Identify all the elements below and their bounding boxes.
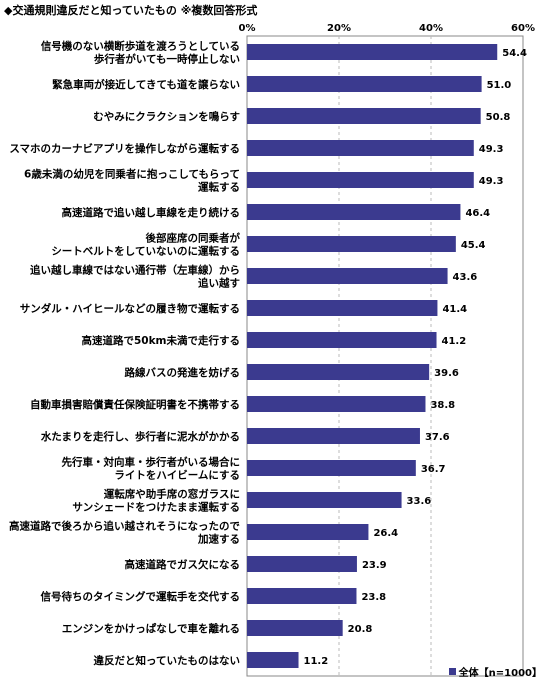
x-tick-label: 40% xyxy=(419,23,443,34)
value-label: 39.6 xyxy=(434,368,459,379)
category-label: エンジンをかけっぱなしで車を離れる xyxy=(62,622,240,635)
category-label: シートベルトをしていないのに運転する xyxy=(51,245,240,258)
bar xyxy=(247,108,481,124)
legend: 全体【n=1000】 xyxy=(448,664,542,679)
category-label: 6歳未満の幼児を同乗者に抱っこしてもらって xyxy=(24,168,240,181)
category-label: サンシェードをつけたまま運転する xyxy=(72,501,240,514)
category-label: 追い越す xyxy=(198,277,240,290)
x-tick-label: 60% xyxy=(511,23,535,34)
category-label: 高速道路で後ろから追い越されそうになったので xyxy=(9,520,240,533)
category-label: 自動車損害賠償責任保険証明書を不携帯する xyxy=(30,398,240,411)
legend-label: 全体【n=1000】 xyxy=(458,668,542,679)
value-label: 33.6 xyxy=(407,496,432,507)
bar xyxy=(247,524,369,540)
value-label: 45.4 xyxy=(461,240,486,251)
bar xyxy=(247,172,474,188)
category-label: 水たまりを走行し、歩行者に泥水がかかる xyxy=(40,430,240,443)
category-label: 運転する xyxy=(198,181,240,194)
value-label: 50.8 xyxy=(486,112,511,123)
bar xyxy=(247,300,438,316)
page-title: ◆交通規則違反だと知っていたもの ※複数回答形式 xyxy=(4,4,258,17)
bar xyxy=(247,204,461,220)
value-label: 46.4 xyxy=(465,208,490,219)
value-label: 51.0 xyxy=(487,80,512,91)
bar xyxy=(247,364,430,380)
bar xyxy=(247,332,437,348)
bar xyxy=(247,44,498,60)
category-label: 歩行者がいても一時停止しない xyxy=(94,53,240,66)
value-label: 41.4 xyxy=(442,304,467,315)
value-label: 43.6 xyxy=(453,272,478,283)
bar xyxy=(247,492,402,508)
plot-frame xyxy=(246,35,524,677)
bar xyxy=(247,652,299,668)
bar xyxy=(247,428,420,444)
bar xyxy=(247,140,474,156)
bar xyxy=(247,236,456,252)
category-label: 高速道路で追い越し車線を走り続ける xyxy=(62,206,241,219)
value-label: 37.6 xyxy=(425,432,450,443)
category-label: 高速道路でガス欠になる xyxy=(125,558,241,571)
value-label: 26.4 xyxy=(373,528,398,539)
category-label: 後部座席の同乗者が xyxy=(145,232,241,245)
category-label: 追い越し車線ではない通行帯（左車線）から xyxy=(30,264,240,277)
x-tick-label: 0% xyxy=(239,23,256,34)
category-label: スマホのカーナビアプリを操作しながら運転する xyxy=(9,142,240,155)
category-label: 違反だと知っていたものはない xyxy=(94,654,240,667)
category-label: 高速道路で50km未満で走行する xyxy=(81,334,240,347)
value-label: 23.9 xyxy=(362,560,387,571)
category-label: サンダル・ハイヒールなどの履き物で運転する xyxy=(20,302,240,315)
x-tick-label: 20% xyxy=(327,23,351,34)
category-label: むやみにクラクションを鳴らす xyxy=(93,110,240,123)
bar xyxy=(247,460,416,476)
value-label: 23.8 xyxy=(361,592,386,603)
value-label: 20.8 xyxy=(348,624,373,635)
value-label: 49.3 xyxy=(479,144,504,155)
category-label: 緊急車両が接近してきても道を譲らない xyxy=(52,78,240,91)
category-label: 先行車・対向車・歩行者がいる場合に xyxy=(62,456,241,469)
bar xyxy=(247,396,426,412)
bar xyxy=(247,268,448,284)
value-label: 38.8 xyxy=(430,400,455,411)
category-label: 運転席や助手席の窓ガラスに xyxy=(104,488,240,501)
bar xyxy=(247,620,343,636)
value-label: 54.4 xyxy=(502,48,527,59)
bar xyxy=(247,556,357,572)
category-label: 信号機のない横断歩道を渡ろうとしている xyxy=(41,40,240,53)
value-label: 41.2 xyxy=(442,336,467,347)
category-label: 信号待ちのタイミングで運転手を交代する xyxy=(41,590,241,603)
legend-swatch xyxy=(448,668,456,675)
value-label: 11.2 xyxy=(304,656,329,667)
bar xyxy=(247,76,482,92)
category-label: 加速する xyxy=(197,533,240,546)
value-label: 49.3 xyxy=(479,176,504,187)
category-label: ライトをハイビームにする xyxy=(114,469,240,482)
bar xyxy=(247,588,357,604)
category-label: 路線バスの発進を妨げる xyxy=(125,366,241,379)
value-label: 36.7 xyxy=(421,464,446,475)
